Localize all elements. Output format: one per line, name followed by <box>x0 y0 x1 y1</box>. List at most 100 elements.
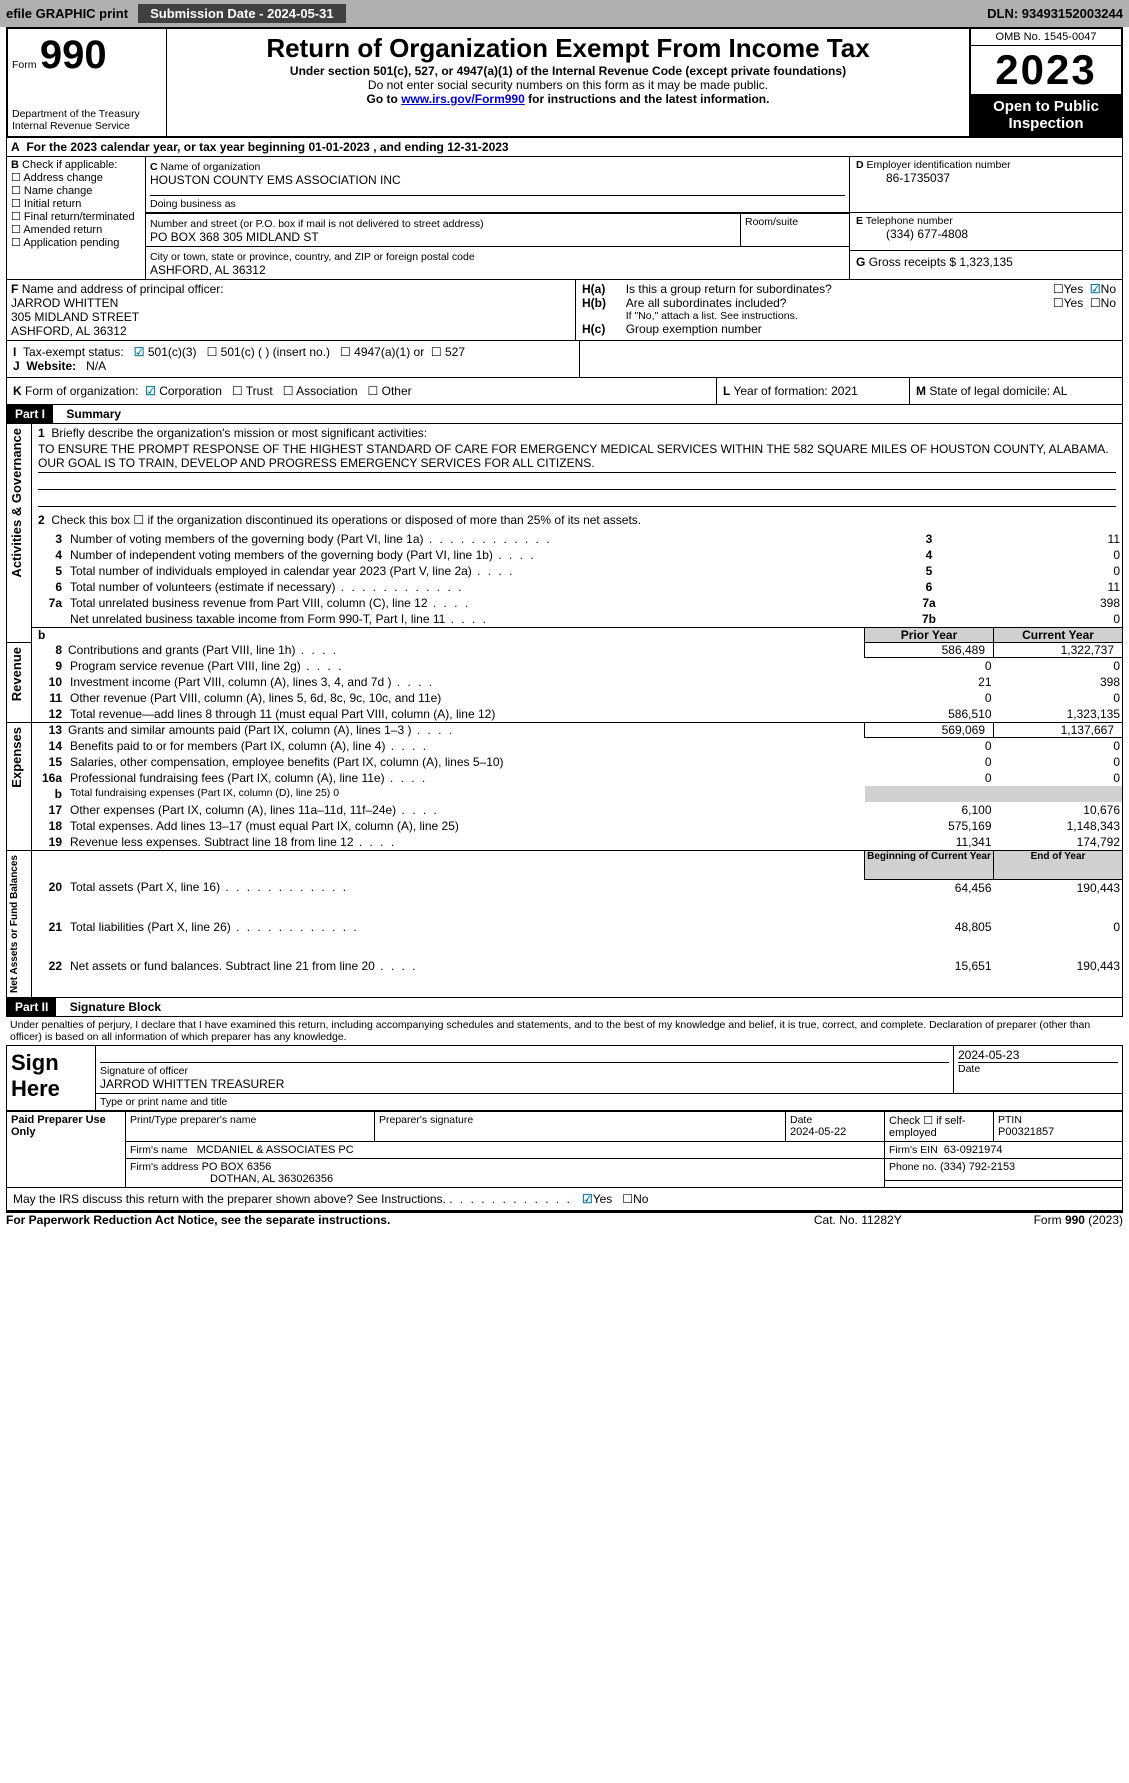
firm-ein: 63-0921974 <box>944 1144 1003 1156</box>
sig-date-label: Date <box>958 1062 1118 1075</box>
form-org-row: K Form of organization: ☑ Corporation ☐ … <box>6 378 1123 405</box>
trust-checkbox[interactable]: ☐ <box>232 384 243 398</box>
tax-status-label: Tax-exempt status: <box>23 345 124 359</box>
opt-initial: Initial return <box>24 198 81 210</box>
l18-num: 18 <box>49 819 62 833</box>
mission-text: TO ENSURE THE PROMPT RESPONSE OF THE HIG… <box>38 440 1116 473</box>
form-number: 990 <box>40 33 107 77</box>
hb-no-checkbox[interactable]: ☐ <box>1090 296 1101 310</box>
assoc-checkbox[interactable]: ☐ <box>283 384 294 398</box>
hc-label: Group exemption number <box>626 322 1116 336</box>
prep-check-label: Check ☐ if self-employed <box>885 1112 994 1142</box>
city-label: City or town, state or province, country… <box>150 251 475 263</box>
form-header: Form 990 Department of the Treasury Inte… <box>6 27 1123 138</box>
l16b-prior <box>865 786 994 802</box>
part1-table: Activities & Governance 1 Briefly descri… <box>6 424 1123 998</box>
firm-name: MCDANIEL & ASSOCIATES PC <box>197 1144 354 1156</box>
l8-prior: 586,489 <box>865 643 994 658</box>
opt-trust: Trust <box>246 384 273 398</box>
col-current: Current Year <box>994 628 1123 643</box>
ptin-value: P00321857 <box>998 1126 1054 1138</box>
corp-checkbox[interactable]: ☑ <box>145 384 156 398</box>
opt-4947: 4947(a)(1) or <box>354 345 424 359</box>
l6-text: Total number of volunteers (estimate if … <box>70 580 335 594</box>
declaration-text: Under penalties of perjury, I declare th… <box>6 1017 1123 1045</box>
l6-lab: 6 <box>865 579 994 595</box>
opt-assoc: Association <box>296 384 357 398</box>
l17-prior: 6,100 <box>865 802 994 818</box>
l16b-text: Total fundraising expenses (Part IX, col… <box>70 787 339 799</box>
phone-value: (334) 677-4808 <box>856 227 1116 241</box>
form-org-label: Form of organization: <box>25 384 138 398</box>
form-subtitle: Under section 501(c), 527, or 4947(a)(1)… <box>177 64 959 78</box>
discuss-no-checkbox[interactable]: ☐ <box>622 1192 633 1206</box>
firm-name-label: Firm's name <box>130 1144 187 1156</box>
discuss-text: May the IRS discuss this return with the… <box>13 1192 446 1206</box>
l10-prior: 21 <box>865 674 994 690</box>
checkbox-initial[interactable]: ☐ <box>11 198 24 210</box>
prep-date-label: Date <box>790 1114 812 1126</box>
l18-prior: 575,169 <box>865 818 994 834</box>
l5-lab: 5 <box>865 563 994 579</box>
501c-checkbox[interactable]: ☐ <box>207 345 218 359</box>
l21-curr: 0 <box>994 919 1123 958</box>
checkbox-amended[interactable]: ☐ <box>11 224 23 236</box>
submission-date-button[interactable]: Submission Date - 2024-05-31 <box>138 4 346 23</box>
l19-prior: 11,341 <box>865 834 994 851</box>
period-end: 12-31-2023 <box>447 140 508 154</box>
l4-lab: 4 <box>865 547 994 563</box>
paid-preparer-label: Paid Preparer Use Only <box>7 1112 126 1188</box>
discuss-row: May the IRS discuss this return with the… <box>6 1188 1123 1211</box>
checkbox-address-change[interactable]: ☐ <box>11 172 23 184</box>
hb-note: If "No," attach a list. See instructions… <box>626 310 1116 322</box>
opt-other: Other <box>382 384 412 398</box>
sig-date-value: 2024-05-23 <box>958 1048 1019 1062</box>
l20-num: 20 <box>49 880 62 894</box>
hb-yes-checkbox[interactable]: ☐ <box>1053 296 1064 310</box>
signature-table: Sign Here Signature of officer JARROD WH… <box>6 1045 1123 1111</box>
officer-street: 305 MIDLAND STREET <box>11 310 139 324</box>
efile-label: efile GRAPHIC print <box>6 6 128 21</box>
l18-text: Total expenses. Add lines 13–17 (must eq… <box>70 819 459 833</box>
501c3-checkbox[interactable]: ☑ <box>134 345 145 359</box>
inspection-label: Open to Public Inspection <box>971 94 1121 136</box>
irs-link[interactable]: www.irs.gov/Form990 <box>401 92 525 106</box>
discuss-yes-checkbox[interactable]: ☑ <box>582 1192 593 1206</box>
checkbox-final[interactable]: ☐ <box>11 211 24 223</box>
l12-num: 12 <box>49 707 62 721</box>
vert-netassets: Net Assets or Fund Balances <box>7 851 22 997</box>
other-checkbox[interactable]: ☐ <box>368 384 379 398</box>
l5-val: 0 <box>994 563 1123 579</box>
firm-phone-label: Phone no. <box>889 1161 937 1173</box>
ha-no-checkbox[interactable]: ☑ <box>1090 282 1101 296</box>
l4-val: 0 <box>994 547 1123 563</box>
l14-text: Benefits paid to or for members (Part IX… <box>70 739 385 753</box>
l21-prior: 48,805 <box>865 919 994 958</box>
l7b-lab: 7b <box>865 611 994 628</box>
gross-value: 1,323,135 <box>959 255 1012 269</box>
prep-date-value: 2024-05-22 <box>790 1126 846 1138</box>
4947-checkbox[interactable]: ☐ <box>340 345 351 359</box>
l12-prior: 586,510 <box>865 706 994 723</box>
l22-text: Net assets or fund balances. Subtract li… <box>70 959 375 973</box>
l16a-num: 16a <box>42 771 62 785</box>
vert-expenses: Expenses <box>7 723 26 792</box>
ha-yes-checkbox[interactable]: ☐ <box>1053 282 1064 296</box>
opt-527: 527 <box>445 345 465 359</box>
checkbox-pending[interactable]: ☐ <box>11 237 23 249</box>
street-value: PO BOX 368 305 MIDLAND ST <box>150 230 319 244</box>
part1-title: Summary <box>56 407 121 421</box>
l21-num: 21 <box>49 920 62 934</box>
domicile-value: AL <box>1053 384 1068 398</box>
opt-final: Final return/terminated <box>24 211 135 223</box>
l8-text: Contributions and grants (Part VIII, lin… <box>68 643 295 657</box>
cat-no: Cat. No. 11282Y <box>770 1212 945 1227</box>
period-begin: 01-01-2023 <box>308 140 369 154</box>
l14-num: 14 <box>49 739 62 753</box>
checkbox-name-change[interactable]: ☐ <box>11 185 24 197</box>
phone-label: Telephone number <box>866 215 953 227</box>
boxb-label: Check if applicable: <box>22 159 117 171</box>
sign-here-label: Sign Here <box>7 1046 96 1111</box>
l11-num: 11 <box>49 691 62 705</box>
527-checkbox[interactable]: ☐ <box>431 345 442 359</box>
